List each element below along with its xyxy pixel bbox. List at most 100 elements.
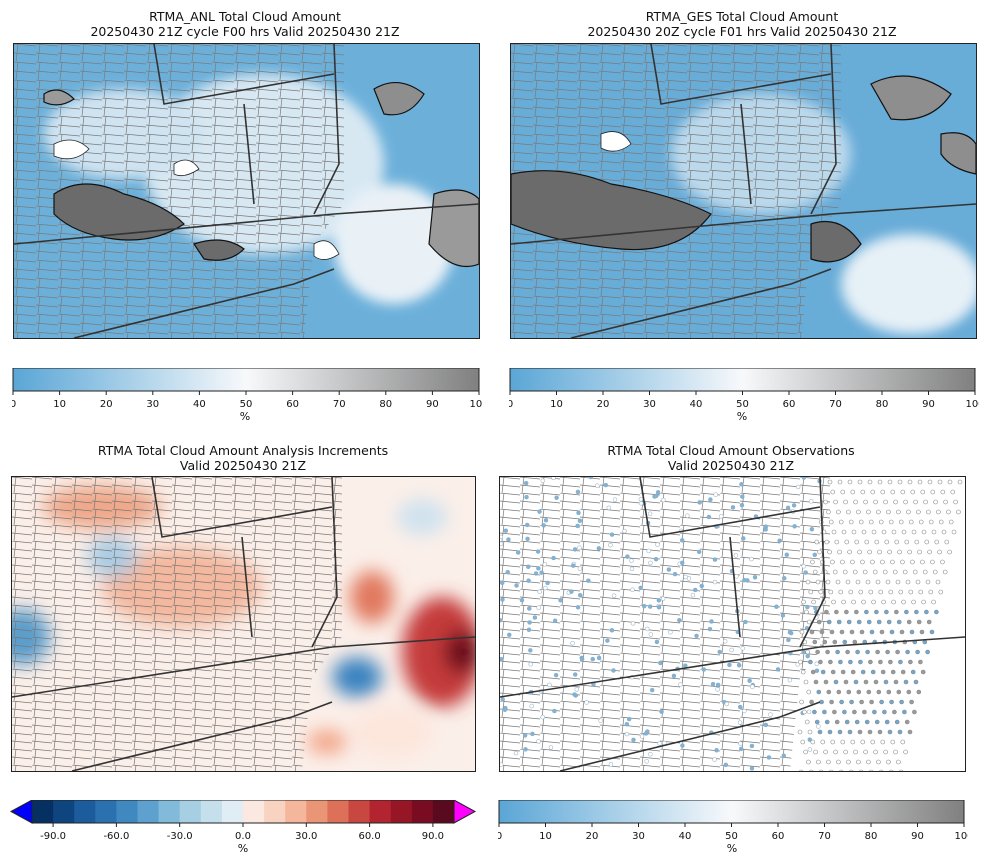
observation-point [862, 709, 867, 715]
observation-point [863, 679, 869, 685]
observation-point [854, 719, 860, 725]
observation-point [749, 766, 755, 771]
observation-point [639, 734, 645, 739]
observation-point [810, 669, 816, 675]
observation-point [500, 656, 504, 662]
observation-point [896, 619, 902, 625]
observation-point [894, 539, 900, 545]
observation-point [848, 659, 853, 665]
observation-point [572, 547, 578, 552]
observation-point [766, 755, 772, 760]
observation-point [838, 519, 844, 525]
panel3-colorbar-bin [116, 800, 138, 823]
observation-point [914, 539, 920, 545]
observation-point [579, 656, 585, 662]
panel3-colorbar-tick-label: -90.0 [40, 831, 66, 842]
observation-point [836, 689, 842, 695]
observation-point [869, 699, 874, 705]
observation-point [710, 681, 716, 687]
panel4-colorbar-tick-label: 80 [865, 831, 878, 842]
observation-point [530, 731, 535, 737]
observation-point [897, 479, 903, 485]
observation-point [712, 557, 718, 562]
observation-point [658, 660, 663, 666]
observation-point [932, 569, 938, 575]
observation-point [815, 649, 820, 655]
observation-point [897, 729, 903, 735]
panel1-colorbar-tick-label: 70 [333, 399, 346, 410]
observation-point [536, 739, 541, 744]
observation-point [815, 579, 821, 585]
observation-point [853, 679, 859, 685]
observation-point [500, 541, 504, 547]
observation-point [638, 496, 644, 502]
observation-point [532, 615, 538, 620]
observation-point [845, 579, 851, 585]
panel3-colorbar-bin [32, 800, 54, 823]
observation-point [841, 599, 846, 605]
observation-point [873, 749, 878, 755]
observation-point [781, 753, 787, 758]
observation-point [879, 699, 884, 705]
observation-point [910, 559, 915, 565]
observation-point [605, 638, 610, 643]
observation-point [899, 769, 904, 771]
observation-point [709, 619, 714, 624]
observation-point [876, 689, 882, 695]
observation-point [625, 554, 630, 559]
observation-point [860, 489, 866, 495]
observation-point [608, 542, 613, 548]
observation-point [876, 509, 881, 515]
observation-point [880, 489, 886, 495]
observation-point [863, 499, 868, 505]
observation-point [860, 669, 866, 675]
observation-point [843, 499, 848, 505]
observation-point [577, 566, 583, 571]
observation-point [826, 619, 832, 625]
observation-point [847, 729, 853, 735]
observation-point [612, 497, 618, 502]
observation-point [865, 579, 871, 585]
observation-point [813, 749, 818, 755]
observation-point [870, 669, 876, 675]
observation-point [742, 708, 747, 714]
observation-point [737, 704, 743, 710]
observation-point [896, 759, 901, 765]
observation-point [930, 489, 936, 495]
observation-point [699, 583, 705, 589]
observation-point [916, 509, 921, 515]
observation-point [853, 749, 858, 755]
observation-point [519, 597, 525, 603]
observation-point [805, 653, 810, 659]
observation-point [810, 739, 816, 745]
observation-point [906, 689, 912, 695]
panel4-colorbar-tick-label: 50 [725, 831, 738, 842]
observation-point [938, 519, 944, 525]
observation-point [631, 737, 636, 743]
observation-point [859, 629, 865, 635]
observation-point [909, 699, 914, 705]
panel1-title: RTMA_ANL Total Cloud Amount 20250430 21Z… [12, 9, 478, 39]
observation-point [830, 669, 836, 675]
observation-point [837, 479, 843, 485]
observation-point [800, 739, 806, 745]
observation-point [685, 513, 690, 519]
panel2-colorbar-tick-label: 70 [829, 399, 842, 410]
panel3-colorbar-tick-label: -30.0 [167, 831, 193, 842]
observation-point [813, 605, 818, 611]
panel1-title-line1: RTMA_ANL Total Cloud Amount [149, 9, 341, 24]
panel3-colorbar-over-extend [453, 800, 477, 824]
observation-point [792, 524, 797, 529]
observation-point [527, 606, 532, 611]
observation-point [575, 605, 581, 610]
panel3-colorbar-bin [369, 800, 392, 823]
panel3-colorbar-bin [200, 800, 223, 823]
observation-point [944, 539, 950, 545]
panel3-colorbar: -90.0 -60.0 -30.0 0.0 30.0 60.0 90.0 [10, 800, 477, 842]
observation-point [824, 539, 830, 545]
observation-point [907, 549, 912, 555]
observation-point [903, 749, 908, 755]
observation-point [653, 556, 659, 562]
panel2-map [510, 43, 977, 339]
observation-point [925, 579, 931, 585]
